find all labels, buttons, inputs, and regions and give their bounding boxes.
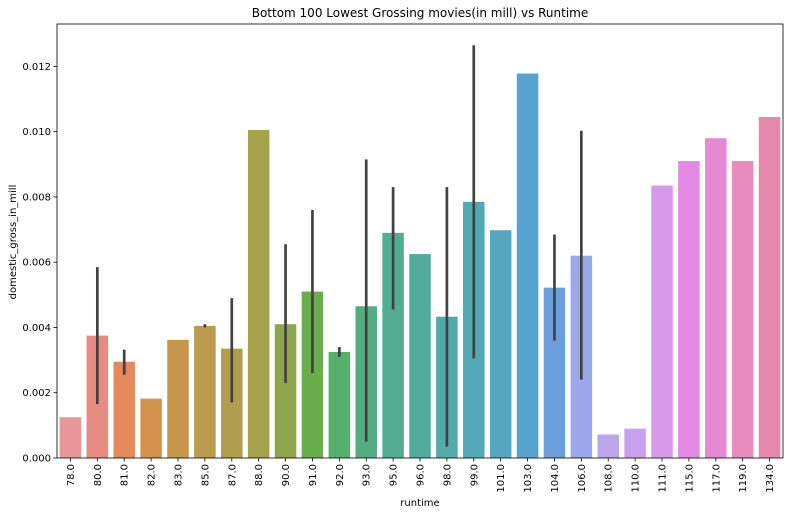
- bar-117.0: [705, 138, 727, 459]
- bar-95.0: [382, 232, 404, 458]
- x-tick-label-98.0: 98.0: [442, 464, 453, 486]
- x-tick-label-96.0: 96.0: [416, 464, 427, 486]
- bars-group: [59, 73, 781, 459]
- y-tick-label-0.002: 0.002: [22, 388, 51, 399]
- bar-111.0: [651, 185, 673, 459]
- x-tick-label-106.0: 106.0: [577, 464, 588, 493]
- bar-108.0: [597, 434, 619, 458]
- x-tick-label-82.0: 82.0: [147, 464, 158, 486]
- y-tick-label-0.012: 0.012: [22, 62, 51, 73]
- x-tick-label-90.0: 90.0: [281, 464, 292, 486]
- bar-103.0: [516, 73, 539, 458]
- chart-title: Bottom 100 Lowest Grossing movies(in mil…: [252, 6, 589, 20]
- x-tick-label-95.0: 95.0: [389, 464, 400, 486]
- bar-83.0: [167, 339, 189, 458]
- y-tick-label-0.000: 0.000: [22, 454, 51, 465]
- x-tick-label-78.0: 78.0: [66, 464, 77, 486]
- x-tick-label-104.0: 104.0: [550, 464, 561, 493]
- x-tick-label-91.0: 91.0: [308, 464, 319, 486]
- bar-110.0: [624, 428, 646, 458]
- bar-81.0: [113, 361, 135, 458]
- bar-91.0: [301, 291, 324, 458]
- bar-90.0: [274, 324, 297, 458]
- x-axis: 78.0 80.0 81.0 82.0 83.0 85.0 87.0 88.0 90.0 91.0…: [66, 458, 776, 493]
- x-tick-label-115.0: 115.0: [684, 464, 695, 493]
- bar-134.0: [758, 117, 781, 458]
- x-tick-label-119.0: 119.0: [738, 464, 749, 493]
- bar-87.0: [221, 348, 243, 458]
- x-tick-label-101.0: 101.0: [496, 464, 507, 493]
- bar-85.0: [194, 325, 216, 458]
- bar-82.0: [140, 398, 162, 458]
- bar-101.0: [489, 230, 512, 458]
- bar-119.0: [731, 161, 754, 459]
- x-tick-label-93.0: 93.0: [362, 464, 373, 486]
- x-tick-label-88.0: 88.0: [254, 464, 265, 486]
- x-tick-label-81.0: 81.0: [120, 464, 131, 486]
- bar-78.0: [59, 417, 82, 458]
- x-tick-label-103.0: 103.0: [523, 464, 534, 493]
- bar-96.0: [409, 254, 431, 458]
- x-axis-title: runtime: [400, 498, 439, 509]
- x-tick-label-134.0: 134.0: [765, 464, 776, 493]
- x-tick-label-83.0: 83.0: [174, 464, 185, 486]
- bar-104.0: [543, 287, 566, 458]
- y-tick-label-0.008: 0.008: [22, 192, 51, 203]
- plot-frame: [56, 23, 784, 459]
- x-tick-label-87.0: 87.0: [227, 464, 238, 486]
- x-tick-label-85.0: 85.0: [200, 464, 211, 486]
- y-tick-label-0.006: 0.006: [22, 258, 51, 269]
- bar-115.0: [678, 161, 700, 459]
- x-tick-label-108.0: 108.0: [604, 464, 615, 493]
- x-tick-label-111.0: 111.0: [658, 464, 669, 493]
- y-tick-label-0.010: 0.010: [22, 127, 51, 138]
- x-tick-label-99.0: 99.0: [469, 464, 480, 486]
- bar-92.0: [328, 351, 351, 458]
- x-tick-label-117.0: 117.0: [711, 464, 722, 493]
- y-axis: 0.000 0.002 0.004 0.006 0.008 0.010 0.012: [22, 62, 57, 465]
- error-bars-group: [95, 45, 583, 447]
- x-tick-label-110.0: 110.0: [631, 464, 642, 493]
- bar-88.0: [247, 130, 270, 459]
- y-tick-label-0.004: 0.004: [22, 323, 51, 334]
- x-tick-label-92.0: 92.0: [335, 464, 346, 486]
- x-tick-label-80.0: 80.0: [93, 464, 104, 486]
- y-axis-title: domestic_gross_in_mill: [8, 185, 19, 300]
